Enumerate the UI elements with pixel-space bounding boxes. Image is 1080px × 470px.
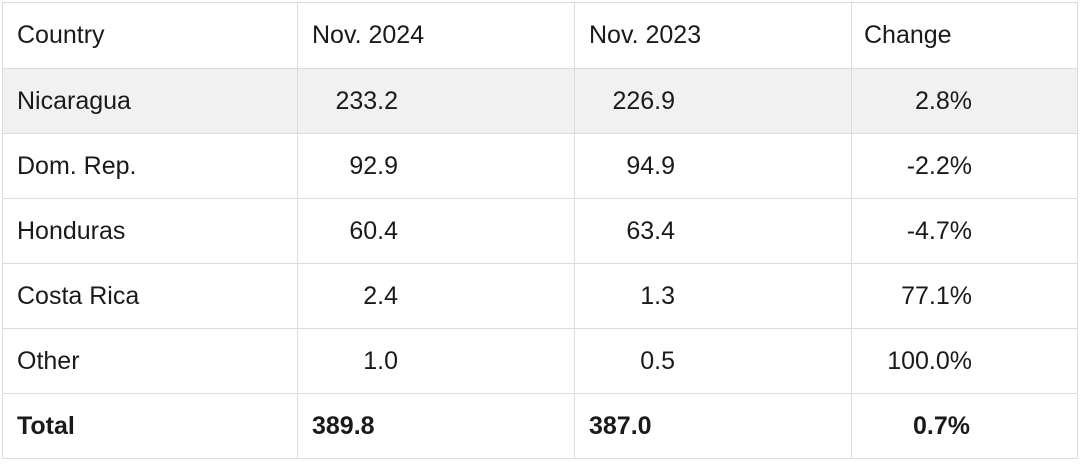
change-cell: -2.2% <box>852 134 1078 198</box>
nov-2023-cell: 1.3 <box>575 264 852 328</box>
change-cell: 2.8% <box>852 69 1078 133</box>
value: 94.9 <box>626 151 675 180</box>
nov-2024-cell: 2.4 <box>298 264 575 328</box>
table-row: Other 1.0 0.5 100.0% <box>3 329 1078 394</box>
value: 2.8% <box>915 86 972 115</box>
nov-2023-cell: 63.4 <box>575 199 852 263</box>
table-row: Dom. Rep. 92.9 94.9 -2.2% <box>3 134 1078 199</box>
nov-2023-cell: 94.9 <box>575 134 852 198</box>
nov-2024-cell: 1.0 <box>298 329 575 393</box>
country-cell: Other <box>3 329 298 393</box>
value: 77.1% <box>901 281 972 310</box>
table-row: Honduras 60.4 63.4 -4.7% <box>3 199 1078 264</box>
value: -4.7% <box>906 216 972 245</box>
table-total-row: Total 389.8 387.0 0.7% <box>3 394 1078 459</box>
nov-2024-cell: 92.9 <box>298 134 575 198</box>
value: 92.9 <box>349 151 398 180</box>
table-row: Costa Rica 2.4 1.3 77.1% <box>3 264 1078 329</box>
header-nov-2024: Nov. 2024 <box>298 3 575 68</box>
value: 233.2 <box>335 86 398 115</box>
value: 100.0% <box>887 346 972 375</box>
value: 1.0 <box>363 346 398 375</box>
nov-2023-cell: 226.9 <box>575 69 852 133</box>
change-cell: -4.7% <box>852 199 1078 263</box>
country-cell: Honduras <box>3 199 298 263</box>
nov-2024-cell: 233.2 <box>298 69 575 133</box>
change-cell: 100.0% <box>852 329 1078 393</box>
value: 0.7% <box>913 411 970 440</box>
value: 0.5 <box>640 346 675 375</box>
value: 389.8 <box>312 411 375 440</box>
country-cell: Nicaragua <box>3 69 298 133</box>
change-cell: 77.1% <box>852 264 1078 328</box>
header-country: Country <box>3 3 298 68</box>
country-cell: Dom. Rep. <box>3 134 298 198</box>
header-change: Change <box>852 3 1078 68</box>
header-nov-2023: Nov. 2023 <box>575 3 852 68</box>
nov-2024-cell: 60.4 <box>298 199 575 263</box>
total-nov-2024: 389.8 <box>298 394 575 458</box>
total-nov-2023: 387.0 <box>575 394 852 458</box>
total-label: Total <box>3 394 298 458</box>
value: 60.4 <box>349 216 398 245</box>
value: 1.3 <box>640 281 675 310</box>
table-header-row: Country Nov. 2024 Nov. 2023 Change <box>3 3 1078 69</box>
value: -2.2% <box>906 151 972 180</box>
country-cell: Costa Rica <box>3 264 298 328</box>
value: 63.4 <box>626 216 675 245</box>
total-change: 0.7% <box>852 394 1078 458</box>
table-row: Nicaragua 233.2 226.9 2.8% <box>3 69 1078 134</box>
value: 226.9 <box>612 86 675 115</box>
nov-2023-cell: 0.5 <box>575 329 852 393</box>
value: 387.0 <box>589 411 652 440</box>
value: 2.4 <box>363 281 398 310</box>
data-table: Country Nov. 2024 Nov. 2023 Change Nicar… <box>2 2 1078 459</box>
